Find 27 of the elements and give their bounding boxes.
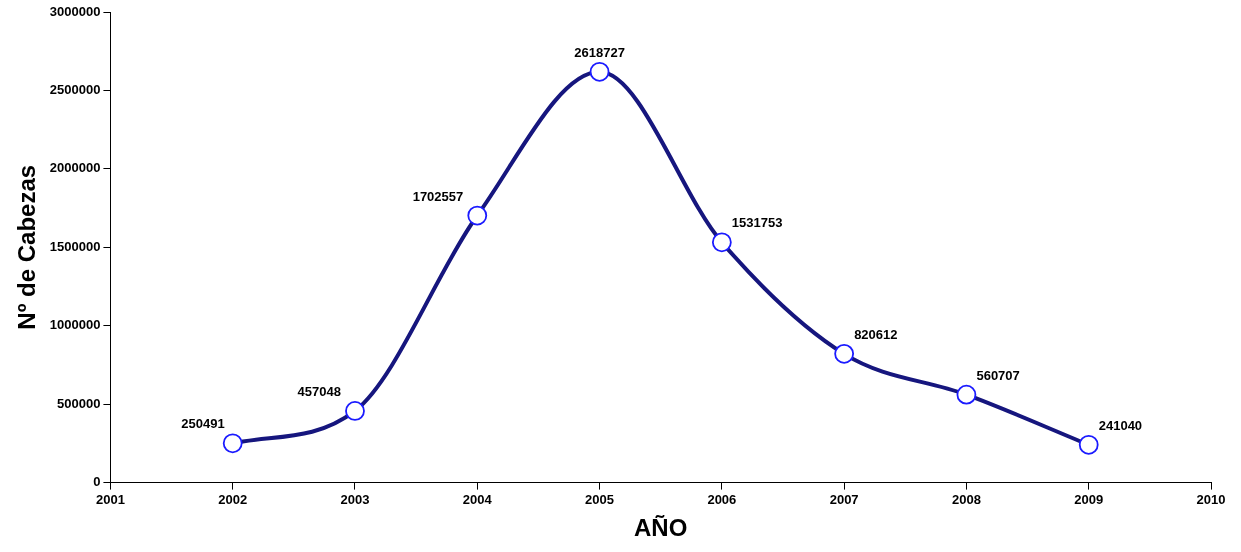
data-label: 457048 bbox=[297, 383, 341, 399]
data-label: 820612 bbox=[854, 326, 898, 342]
data-label: 1702557 bbox=[412, 188, 464, 204]
x-tick-label: 2003 bbox=[340, 491, 370, 507]
x-tick-label: 2004 bbox=[462, 491, 493, 507]
y-tick-label: 2000000 bbox=[49, 160, 101, 176]
y-axis-title: Nº de Cabezas bbox=[13, 164, 41, 330]
y-tick-label: 0 bbox=[93, 474, 101, 490]
y-tick-label: 1000000 bbox=[49, 317, 101, 333]
x-tick-label: 2001 bbox=[95, 491, 125, 507]
x-tick-label: 2002 bbox=[218, 491, 248, 507]
y-tick-label: 500000 bbox=[57, 395, 101, 411]
data-label: 560707 bbox=[976, 367, 1020, 383]
data-label: 1531753 bbox=[731, 215, 783, 231]
data-label: 250491 bbox=[181, 416, 225, 432]
x-tick-label: 2008 bbox=[951, 491, 981, 507]
x-tick-label: 2010 bbox=[1196, 491, 1226, 507]
y-tick-label: 2500000 bbox=[49, 82, 101, 98]
x-tick-label: 2007 bbox=[829, 491, 859, 507]
y-tick-label: 3000000 bbox=[49, 3, 101, 19]
data-label: 2618727 bbox=[574, 44, 625, 60]
data-label: 241040 bbox=[1098, 417, 1143, 433]
x-axis-title: AÑO bbox=[634, 514, 688, 542]
x-tick-label: 2009 bbox=[1074, 491, 1104, 507]
y-tick-label: 1500000 bbox=[49, 238, 101, 254]
x-tick-label: 2006 bbox=[707, 491, 737, 507]
x-tick-label: 2005 bbox=[585, 491, 615, 507]
